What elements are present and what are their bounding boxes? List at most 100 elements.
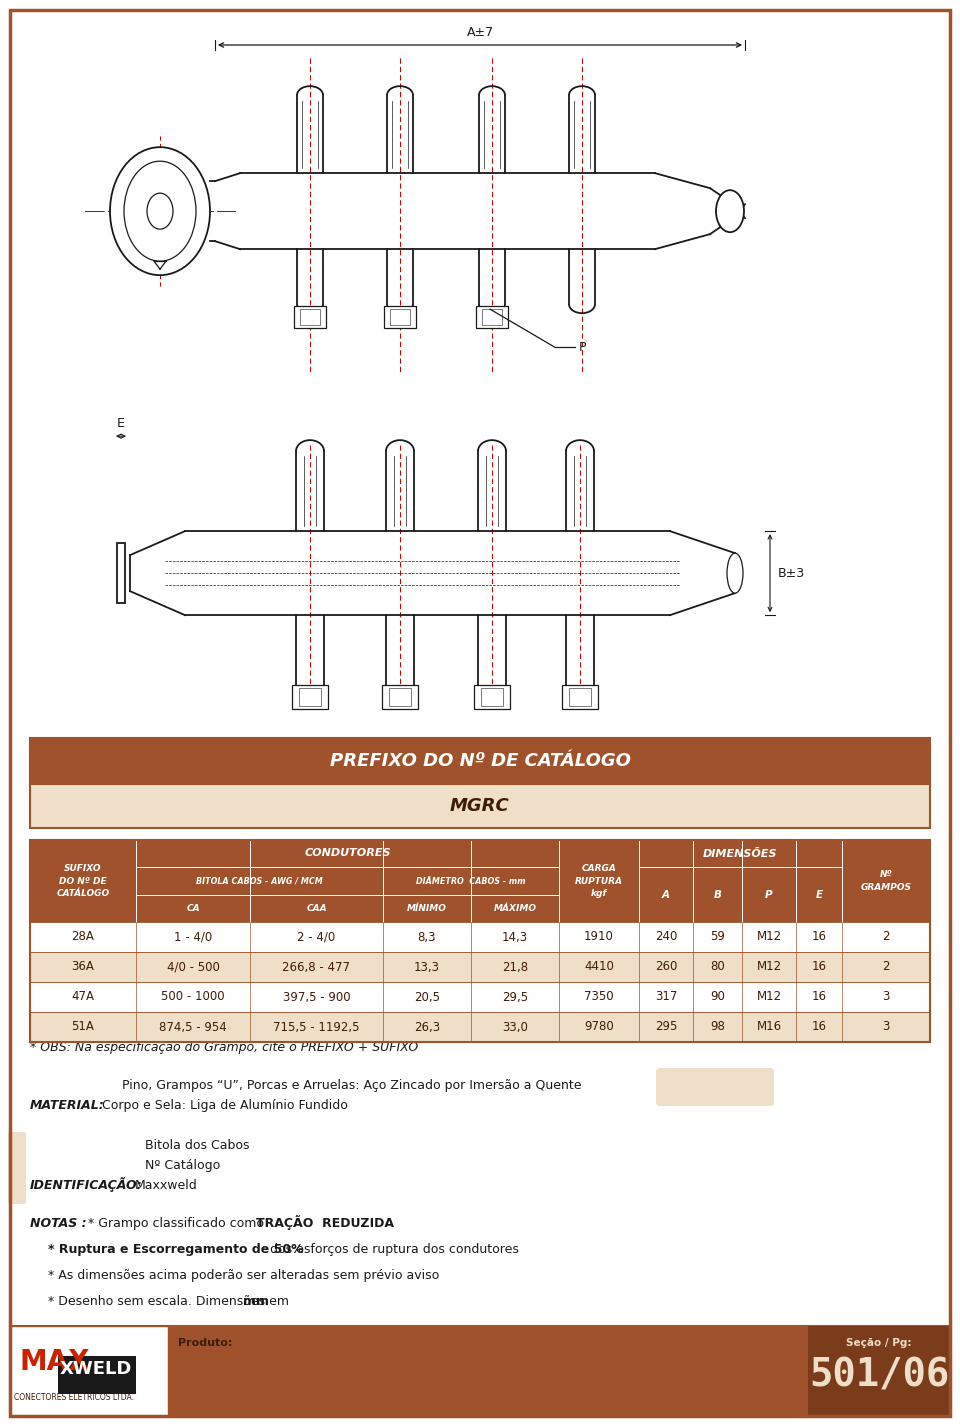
Text: PREFIXO DO Nº DE CATÁLOGO: PREFIXO DO Nº DE CATÁLOGO: [329, 752, 631, 770]
Bar: [389, 689, 411, 706]
Text: 2 - 4/0: 2 - 4/0: [298, 931, 336, 944]
Text: XWELD: XWELD: [60, 1360, 132, 1378]
Text: MATERIAL:: MATERIAL:: [30, 1099, 105, 1112]
Text: 715,5 - 1192,5: 715,5 - 1192,5: [274, 1021, 360, 1034]
Text: A±7: A±7: [467, 26, 493, 39]
Bar: [30, 923, 930, 953]
Text: 36A: 36A: [72, 961, 94, 974]
Text: A: A: [662, 890, 670, 900]
Text: 1 - 4/0: 1 - 4/0: [174, 931, 212, 944]
Bar: [390, 309, 410, 325]
Text: * As dimensões acima poderão ser alteradas sem prévio aviso: * As dimensões acima poderão ser alterad…: [48, 1269, 440, 1282]
Text: 13,3: 13,3: [414, 961, 440, 974]
Ellipse shape: [110, 147, 210, 275]
Text: 14,3: 14,3: [502, 931, 528, 944]
Bar: [562, 684, 598, 709]
Text: TRAÇÃO  REDUZIDA: TRAÇÃO REDUZIDA: [256, 1215, 394, 1231]
Bar: [30, 953, 930, 983]
Text: Pino, Grampos “U”, Porcas e Arruelas: Aço Zincado por Imersão a Quente: Pino, Grampos “U”, Porcas e Arruelas: Aç…: [122, 1079, 582, 1092]
FancyBboxPatch shape: [8, 1132, 26, 1204]
Text: 2: 2: [882, 931, 890, 944]
Text: M16: M16: [756, 1021, 781, 1034]
Bar: [300, 309, 320, 325]
Bar: [30, 739, 930, 784]
Text: 9780: 9780: [584, 1021, 613, 1034]
Bar: [30, 1012, 930, 1042]
Text: * OBS: Na especificação do Grampo, cite o PREFIXO + SUFIXO: * OBS: Na especificação do Grampo, cite …: [30, 1041, 419, 1054]
Bar: [292, 684, 328, 709]
Text: CARGA
RUPTURA
kgf: CARGA RUPTURA kgf: [575, 864, 623, 898]
Text: 7350: 7350: [585, 991, 613, 1004]
Text: M12: M12: [756, 961, 781, 974]
Text: * Grampo classificado como: * Grampo classificado como: [88, 1216, 272, 1231]
Text: 501/06: 501/06: [809, 1356, 949, 1395]
Text: 90: 90: [710, 991, 725, 1004]
Text: NOTAS :: NOTAS :: [30, 1216, 86, 1231]
Text: 51A: 51A: [72, 1021, 94, 1034]
Text: 26,3: 26,3: [414, 1021, 440, 1034]
Text: 3: 3: [882, 991, 890, 1004]
Text: DIMENSÕES: DIMENSÕES: [704, 848, 778, 858]
Text: 266,8 - 477: 266,8 - 477: [282, 961, 350, 974]
Bar: [382, 684, 418, 709]
Bar: [30, 784, 930, 829]
Text: M12: M12: [756, 931, 781, 944]
Bar: [10, 1326, 168, 1416]
Text: 397,5 - 900: 397,5 - 900: [282, 991, 350, 1004]
Text: E: E: [815, 890, 823, 900]
Bar: [808, 1326, 950, 1416]
Bar: [30, 840, 930, 923]
Text: 1910: 1910: [584, 931, 614, 944]
Text: CA: CA: [186, 904, 200, 913]
Bar: [58, 1356, 136, 1395]
Text: 874,5 - 954: 874,5 - 954: [159, 1021, 227, 1034]
Text: 3: 3: [882, 1021, 890, 1034]
Text: MÁXIMO: MÁXIMO: [493, 904, 537, 913]
Text: DIÂMETRO  CABOS - mm: DIÂMETRO CABOS - mm: [417, 877, 526, 886]
Text: B±3: B±3: [778, 566, 805, 579]
Bar: [299, 689, 321, 706]
Bar: [294, 307, 326, 328]
Text: SUFIXO
DO Nº DE
CATÁLOGO: SUFIXO DO Nº DE CATÁLOGO: [57, 864, 109, 898]
Text: 2: 2: [882, 961, 890, 974]
Text: GRAMPO  DE  ANCORAGEM,: GRAMPO DE ANCORAGEM,: [178, 1356, 413, 1370]
Text: 59: 59: [710, 931, 725, 944]
Text: 8,3: 8,3: [418, 931, 436, 944]
Text: CAA: CAA: [306, 904, 326, 913]
Text: Corpo e Sela: Liga de Alumínio Fundido: Corpo e Sela: Liga de Alumínio Fundido: [102, 1099, 348, 1112]
Bar: [569, 689, 591, 706]
Text: MÍNIMO: MÍNIMO: [407, 904, 447, 913]
Text: 80: 80: [710, 961, 725, 974]
Text: Nº Catálogo: Nº Catálogo: [145, 1159, 220, 1172]
Text: * Ruptura e Escorregamento de 50%: * Ruptura e Escorregamento de 50%: [48, 1243, 303, 1256]
Text: 28A: 28A: [72, 931, 94, 944]
Bar: [384, 307, 416, 328]
Text: Maxxweld: Maxxweld: [135, 1179, 198, 1192]
Text: P: P: [765, 890, 773, 900]
Text: 260: 260: [655, 961, 677, 974]
Bar: [474, 684, 510, 709]
Text: CONECTORES ELÉTRICOS LTDA.: CONECTORES ELÉTRICOS LTDA.: [14, 1393, 134, 1402]
FancyBboxPatch shape: [656, 1068, 774, 1107]
Text: 295: 295: [655, 1021, 677, 1034]
Ellipse shape: [124, 161, 196, 261]
Text: IDENTIFICAÇÃO:: IDENTIFICAÇÃO:: [30, 1176, 143, 1192]
Text: 317: 317: [655, 991, 677, 1004]
Text: Seção / Pg:: Seção / Pg:: [847, 1338, 912, 1348]
Text: 500 - 1000: 500 - 1000: [161, 991, 225, 1004]
Text: 16: 16: [811, 961, 827, 974]
Text: mm: mm: [243, 1295, 269, 1308]
Text: 4410: 4410: [584, 961, 614, 974]
Text: E: E: [117, 418, 125, 431]
Text: 4/0 - 500: 4/0 - 500: [167, 961, 220, 974]
Bar: [117, 543, 125, 603]
Text: CONDUTORES: CONDUTORES: [304, 848, 391, 858]
Text: Nº
GRAMPOS: Nº GRAMPOS: [860, 870, 911, 891]
Ellipse shape: [147, 193, 173, 230]
Text: 98: 98: [710, 1021, 725, 1034]
Bar: [10, 1326, 950, 1416]
Ellipse shape: [716, 190, 744, 232]
Bar: [481, 689, 503, 706]
Text: BITOLA CABOS - AWG / MCM: BITOLA CABOS - AWG / MCM: [196, 877, 323, 886]
Text: 47A: 47A: [71, 991, 94, 1004]
